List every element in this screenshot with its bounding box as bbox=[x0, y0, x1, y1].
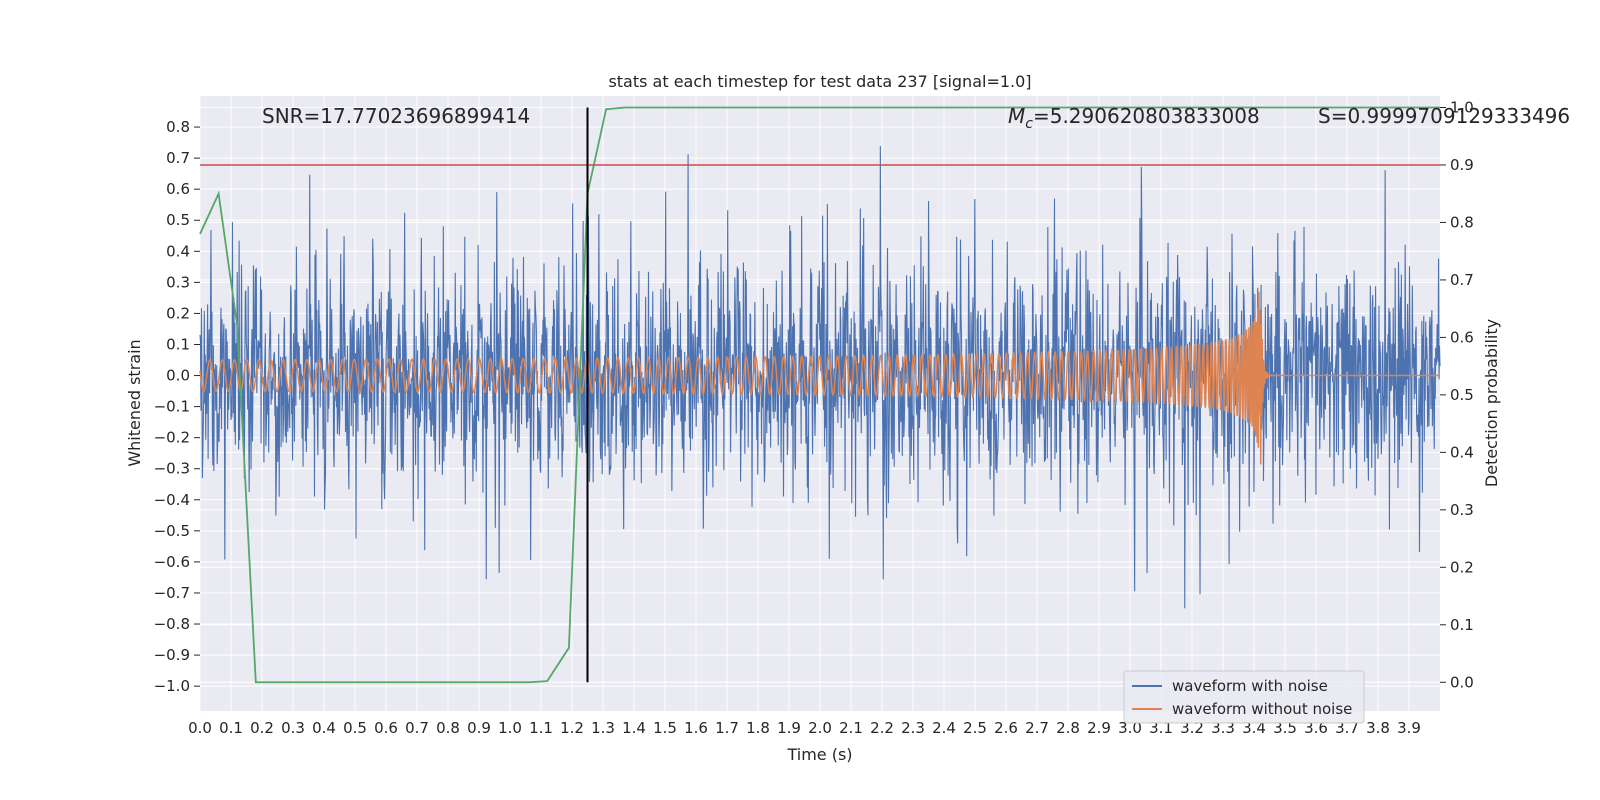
x-tick-label: 0.9 bbox=[467, 719, 491, 737]
y-tick-label: −0.7 bbox=[154, 584, 190, 602]
x-tick-label: 2.2 bbox=[870, 719, 894, 737]
series-waveform-without-noise bbox=[199, 291, 1440, 465]
legend-label-with-noise: waveform with noise bbox=[1172, 677, 1328, 695]
x-tick-label: 0.0 bbox=[188, 719, 212, 737]
legend-box bbox=[1123, 670, 1365, 724]
x-tick-label: 2.5 bbox=[963, 719, 987, 737]
x-tick-label: 0.6 bbox=[374, 719, 398, 737]
y-axis-ticks: 0.8 0.7 0.6 0.5 0.4 0.3 0.2 0.1 0.0 −0.1 −0.2 −0.3 −… bbox=[154, 118, 200, 695]
x-tick-label: 1.5 bbox=[653, 719, 677, 737]
x-tick-label: 1.4 bbox=[622, 719, 646, 737]
y2-tick-label: 0.6 bbox=[1450, 328, 1474, 346]
y2-tick-label: 0.4 bbox=[1450, 443, 1474, 461]
x-tick-label: 2.1 bbox=[839, 719, 863, 737]
y-tick-label: −0.8 bbox=[154, 615, 190, 633]
x-tick-label: 1.9 bbox=[777, 719, 801, 737]
y-tick-label: −0.6 bbox=[154, 553, 190, 571]
chart-title: stats at each timestep for test data 237… bbox=[608, 72, 1031, 91]
y-axis-label: Whitened strain bbox=[125, 339, 144, 466]
y2-tick-label: 0.7 bbox=[1450, 271, 1474, 289]
y-tick-label: −0.3 bbox=[154, 460, 190, 478]
y2-tick-label: 0.8 bbox=[1450, 213, 1474, 231]
chirp-mass-annotation: Mc=5.290620803833008 bbox=[1008, 104, 1260, 132]
x-tick-label: 1.7 bbox=[715, 719, 739, 737]
probability-line bbox=[199, 106, 1440, 684]
x-axis-label: Time (s) bbox=[786, 745, 852, 764]
y-tick-label: −0.4 bbox=[154, 491, 190, 509]
chirp-mass-subscript: c bbox=[1025, 116, 1033, 132]
x-tick-label: 3.8 bbox=[1366, 719, 1390, 737]
y-tick-label: −0.9 bbox=[154, 646, 190, 664]
y-tick-label: 0.3 bbox=[166, 273, 190, 291]
y2-tick-label: 0.2 bbox=[1450, 558, 1474, 576]
chirp-mass-value: =5.290620803833008 bbox=[1033, 104, 1260, 128]
legend-label-without-noise: waveform without noise bbox=[1172, 700, 1352, 718]
x-tick-label: 1.3 bbox=[591, 719, 615, 737]
y2-tick-label: 0.5 bbox=[1450, 386, 1474, 404]
y-tick-label: 0.4 bbox=[166, 242, 190, 260]
legend: waveform with noise waveform without noi… bbox=[1123, 670, 1365, 724]
x-tick-label: 2.8 bbox=[1056, 719, 1080, 737]
y-tick-label: −0.1 bbox=[154, 398, 190, 416]
y2-tick-label: 0.9 bbox=[1450, 156, 1474, 174]
y-tick-label: −0.5 bbox=[154, 522, 190, 540]
x-tick-label: 2.9 bbox=[1087, 719, 1111, 737]
y-tick-label: 0.5 bbox=[166, 211, 190, 229]
x-tick-label: 1.2 bbox=[560, 719, 584, 737]
snr-annotation: SNR=17.77023696899414 bbox=[262, 104, 530, 128]
y-tick-label: −1.0 bbox=[154, 677, 190, 695]
x-tick-label: 2.7 bbox=[1025, 719, 1049, 737]
y-tick-label: −0.2 bbox=[154, 429, 190, 447]
y-tick-label: 0.6 bbox=[166, 180, 190, 198]
y-tick-label: 0.2 bbox=[166, 304, 190, 322]
x-tick-label: 0.5 bbox=[343, 719, 367, 737]
y2-axis-label: Detection probability bbox=[1482, 319, 1501, 487]
x-tick-label: 0.8 bbox=[436, 719, 460, 737]
significance-annotation: S=0.9999709129333496 bbox=[1318, 104, 1570, 128]
x-tick-label: 0.2 bbox=[250, 719, 274, 737]
x-tick-label: 3.9 bbox=[1397, 719, 1421, 737]
x-tick-label: 1.1 bbox=[529, 719, 553, 737]
y2-tick-label: 0.3 bbox=[1450, 501, 1474, 519]
x-tick-label: 0.3 bbox=[281, 719, 305, 737]
x-tick-label: 1.6 bbox=[684, 719, 708, 737]
y2-tick-label: 0.1 bbox=[1450, 616, 1474, 634]
x-tick-label: 1.8 bbox=[746, 719, 770, 737]
x-tick-label: 0.4 bbox=[312, 719, 336, 737]
x-tick-label: 0.1 bbox=[219, 719, 243, 737]
x-tick-label: 2.6 bbox=[994, 719, 1018, 737]
x-tick-label: 0.7 bbox=[405, 719, 429, 737]
y-tick-label: 0.1 bbox=[166, 335, 190, 353]
chirp-line bbox=[199, 291, 1440, 465]
y2-tick-label: 0.0 bbox=[1450, 673, 1474, 691]
y2-axis-ticks: 1.0 0.9 0.8 0.7 0.6 0.5 0.4 0.3 0.2 0.1 0.0 bbox=[1440, 98, 1474, 691]
x-tick-label: 1.0 bbox=[498, 719, 522, 737]
y-tick-label: 0.8 bbox=[166, 118, 190, 136]
x-tick-label: 2.3 bbox=[901, 719, 925, 737]
y-tick-label: 0.7 bbox=[166, 149, 190, 167]
y2-tick-label: 1.0 bbox=[1450, 98, 1474, 116]
x-tick-label: 2.4 bbox=[932, 719, 956, 737]
x-tick-label: 2.0 bbox=[808, 719, 832, 737]
x-axis-ticks: 0.0 0.1 0.2 0.3 0.4 0.5 0.6 0.7 0.8 0.9 1.0 1.1 1.2 1… bbox=[188, 719, 1421, 737]
markers bbox=[200, 107, 1440, 683]
y-tick-label: 0.0 bbox=[166, 367, 190, 385]
series-detection-probability bbox=[199, 106, 1440, 684]
chirp-mass-symbol: M bbox=[1008, 104, 1025, 128]
